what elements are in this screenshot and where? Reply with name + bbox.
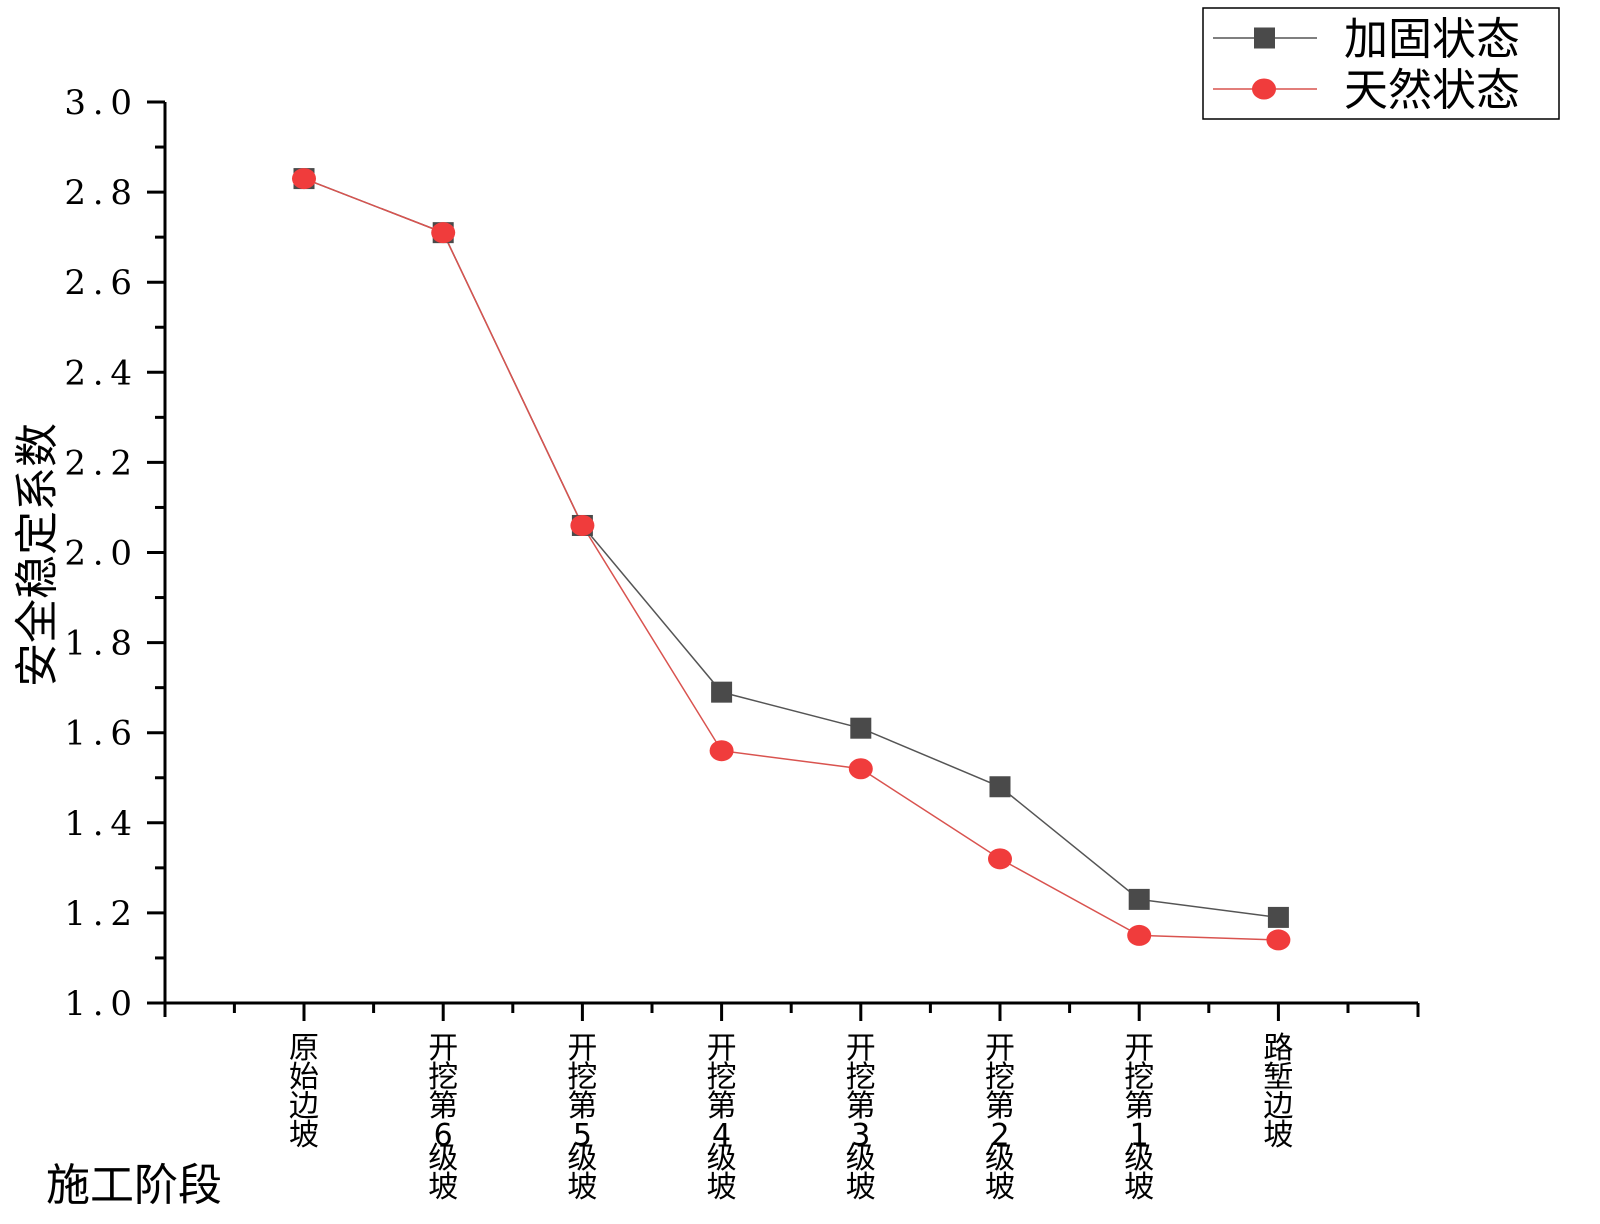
data-point-circle <box>1127 924 1152 946</box>
y-tick-label: 2 . 0 <box>64 534 132 574</box>
y-tick-label: 3 . 0 <box>64 83 132 123</box>
x-category-label: 原始边坡 <box>289 1031 319 1153</box>
data-point-square <box>1128 888 1150 910</box>
data-point-square <box>1267 906 1289 928</box>
legend-label: 加固状态 <box>1344 14 1520 65</box>
y-tick-label: 1 . 6 <box>64 714 132 754</box>
legend-label: 天然状态 <box>1344 65 1520 116</box>
y-axis-title: 安全稳定系数 <box>12 423 63 687</box>
y-tick-label: 1 . 8 <box>64 624 132 664</box>
legend-marker-square <box>1254 27 1275 49</box>
y-tick-label: 2 . 8 <box>64 173 132 213</box>
y-tick-label: 2 . 4 <box>64 353 132 393</box>
axes: 1 . 0 1 . 2 1 . 4 1 . 6 1 . 8 2 . 0 2 . 2 2 . 4… <box>64 83 1420 1205</box>
legend-box <box>1202 7 1560 120</box>
legend-marker-circle <box>1252 78 1276 100</box>
data-point-circle <box>570 514 595 536</box>
x-axis-title: 施工阶段 <box>46 1160 222 1211</box>
x-category-label: 开挖第 4 级坡 <box>707 1031 737 1205</box>
data-point-square <box>850 717 872 739</box>
y-tick-label: 2 . 6 <box>64 263 132 303</box>
y-tick-label: 1 . 4 <box>64 804 132 844</box>
x-category-label: 开挖第 6 级坡 <box>428 1031 458 1205</box>
x-category-label: 开挖第 5 级坡 <box>567 1031 597 1205</box>
x-category-label: 开挖第 3 级坡 <box>846 1031 876 1205</box>
data-point-circle <box>292 168 316 190</box>
series-line-1 <box>303 177 1279 941</box>
data-point-square <box>711 681 733 703</box>
data-point-circle <box>988 848 1012 870</box>
data-point-square <box>989 776 1011 798</box>
x-category-label: 开挖第 2 级坡 <box>985 1031 1015 1205</box>
data-point-circle <box>431 222 456 244</box>
x-category-label: 开挖第 1 级坡 <box>1124 1031 1154 1205</box>
series-layer <box>292 168 1291 951</box>
x-category-label: 路堑边坡 <box>1263 1031 1293 1153</box>
data-point-circle <box>1266 929 1291 951</box>
series-line-0 <box>303 177 1279 919</box>
y-tick-label: 1 . 2 <box>64 894 132 934</box>
data-point-circle <box>709 740 734 762</box>
y-tick-label: 2 . 2 <box>64 443 132 483</box>
y-tick-label: 1 . 0 <box>64 984 132 1024</box>
data-point-circle <box>848 758 873 780</box>
